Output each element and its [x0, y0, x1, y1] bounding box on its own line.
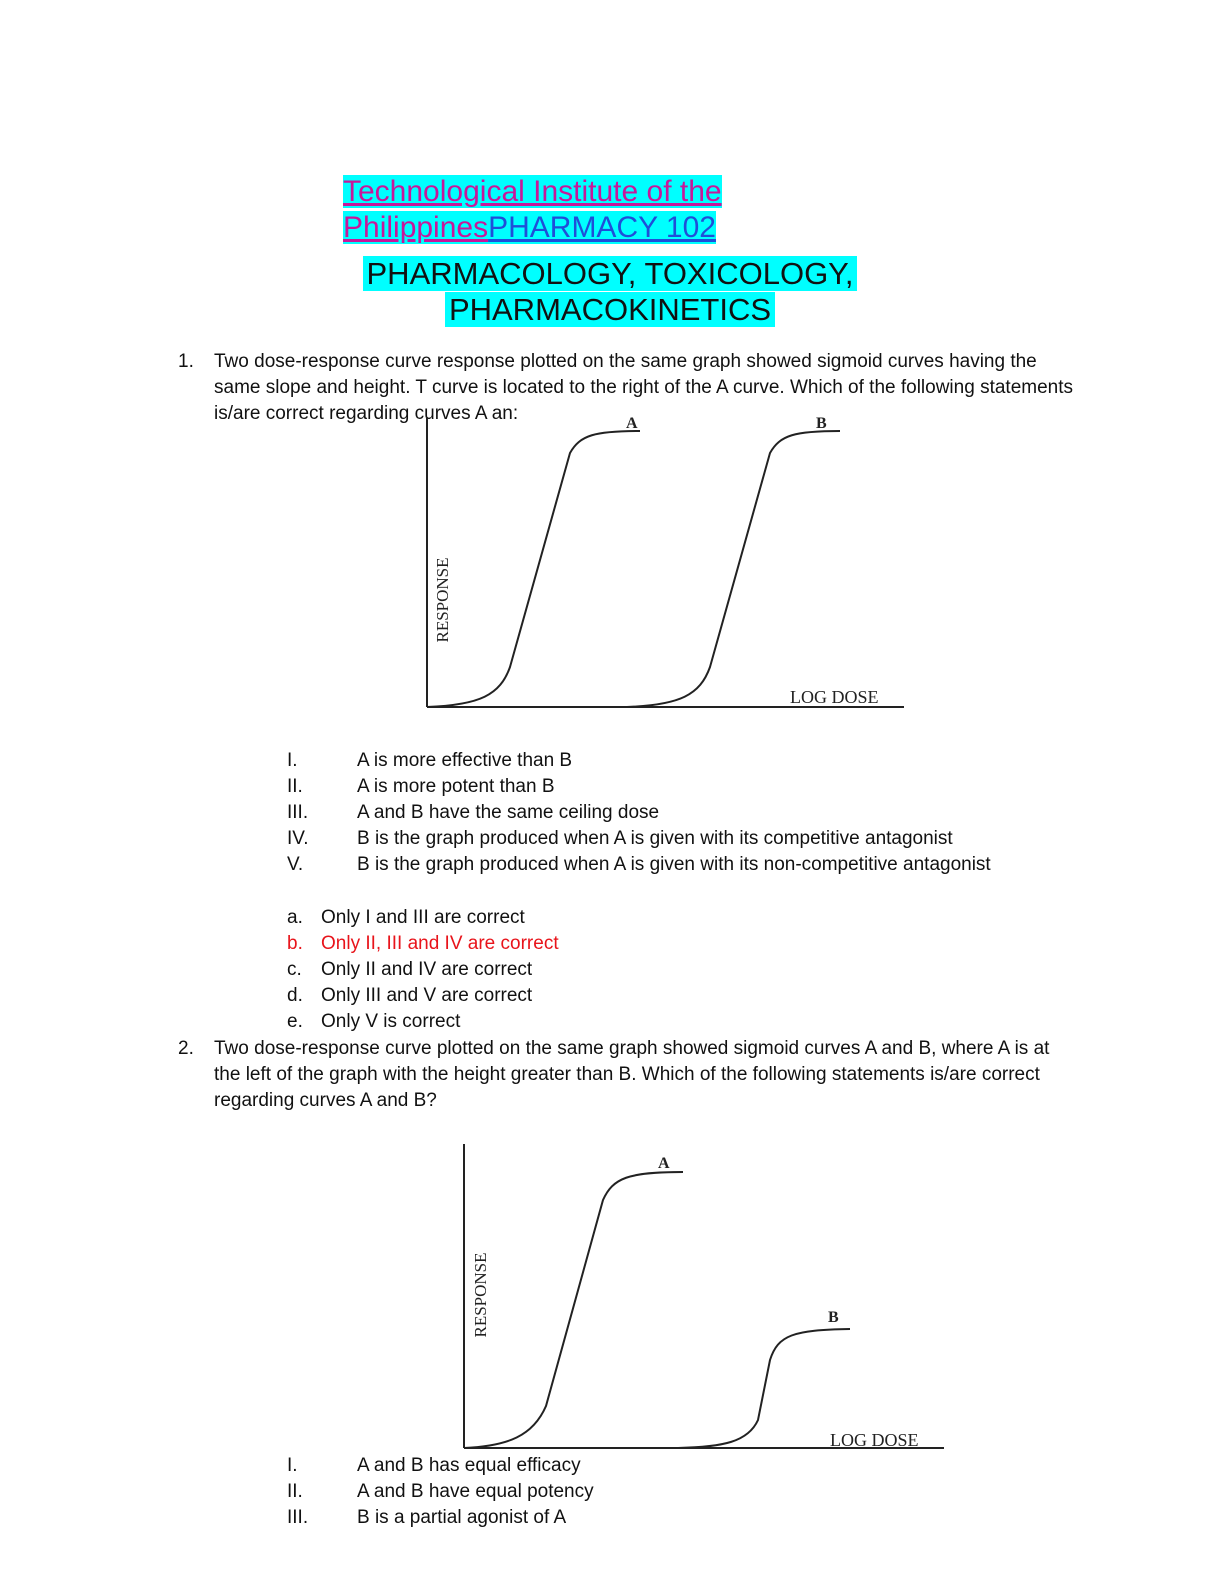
- q2-statement-3: B is a partial agonist of A: [357, 1507, 567, 1528]
- q2-statement-2-num: II.: [287, 1481, 303, 1502]
- q2-curve-a: [463, 1171, 684, 1449]
- q1-option-a: Only I and III are correct: [321, 907, 525, 928]
- q1-statement-2: A is more potent than B: [357, 776, 555, 797]
- q1-curve-a-label: A: [626, 415, 638, 432]
- question-2-text: Two dose-response curve plotted on the s…: [214, 1038, 1050, 1111]
- q1-statement-3-num: III.: [287, 802, 309, 823]
- question-1-chart: A B RESPONSE LOG DOSE: [426, 415, 904, 708]
- q2-curve-b-label: B: [828, 1309, 839, 1326]
- q1-statement-5-num: V.: [287, 854, 304, 875]
- q2-statement-1-num: I.: [287, 1455, 298, 1476]
- subtitle-line1: PHARMACOLOGY, TOXICOLOGY,: [362, 256, 858, 291]
- q1-statement-4-num: IV.: [287, 828, 309, 849]
- q2-statement-2: A and B have equal potency: [357, 1481, 594, 1502]
- q1-option-d: Only III and V are correct: [321, 985, 533, 1006]
- header-institute-line2: Philippines: [343, 211, 489, 244]
- q1-statement-1: A is more effective than B: [357, 750, 573, 771]
- q1-option-c-letter: c.: [287, 959, 302, 980]
- q2-x-axis-label: LOG DOSE: [830, 1430, 919, 1450]
- q1-statement-2-num: II.: [287, 776, 303, 797]
- q1-curve-b: [626, 430, 841, 708]
- question-2-number: 2.: [178, 1038, 194, 1059]
- q1-option-d-letter: d.: [287, 985, 303, 1006]
- q2-y-axis-label: RESPONSE: [471, 1252, 490, 1337]
- q1-option-e-letter: e.: [287, 1011, 303, 1032]
- q1-statement-3: A and B have the same ceiling dose: [357, 802, 660, 823]
- q2-statement-1: A and B has equal efficacy: [357, 1455, 581, 1476]
- q2-statement-3-num: III.: [287, 1507, 309, 1528]
- q1-option-b-letter: b.: [287, 933, 303, 954]
- document-subtitle: PHARMACOLOGY, TOXICOLOGY, PHARMACOKINETI…: [340, 256, 880, 328]
- q1-option-e: Only V is correct: [321, 1011, 461, 1032]
- q1-statement-5: B is the graph produced when A is given …: [357, 854, 991, 875]
- question-1-text: Two dose-response curve response plotted…: [214, 351, 1073, 424]
- header-course: PHARMACY 102: [488, 211, 716, 244]
- q1-x-axis-label: LOG DOSE: [790, 687, 879, 707]
- subtitle-line2: PHARMACOKINETICS: [444, 292, 776, 327]
- q1-option-b-answer: Only II, III and IV are correct: [321, 933, 559, 954]
- q2-curve-a-label: A: [658, 1155, 670, 1172]
- question-2-chart: A B RESPONSE LOG DOSE: [463, 1144, 944, 1450]
- question-1-number: 1.: [178, 351, 194, 372]
- document-header: Technological Institute of the Philippin…: [343, 174, 763, 246]
- q1-y-axis-label: RESPONSE: [433, 557, 452, 642]
- q1-curve-b-label: B: [816, 415, 827, 432]
- q1-option-c: Only II and IV are correct: [321, 959, 533, 980]
- q1-statement-4: B is the graph produced when A is given …: [357, 828, 953, 849]
- q1-statement-1-num: I.: [287, 750, 298, 771]
- q2-curve-b: [677, 1328, 851, 1449]
- q1-option-a-letter: a.: [287, 907, 303, 928]
- header-institute-line1: Technological Institute of the: [343, 175, 722, 208]
- q1-curve-a: [426, 430, 641, 708]
